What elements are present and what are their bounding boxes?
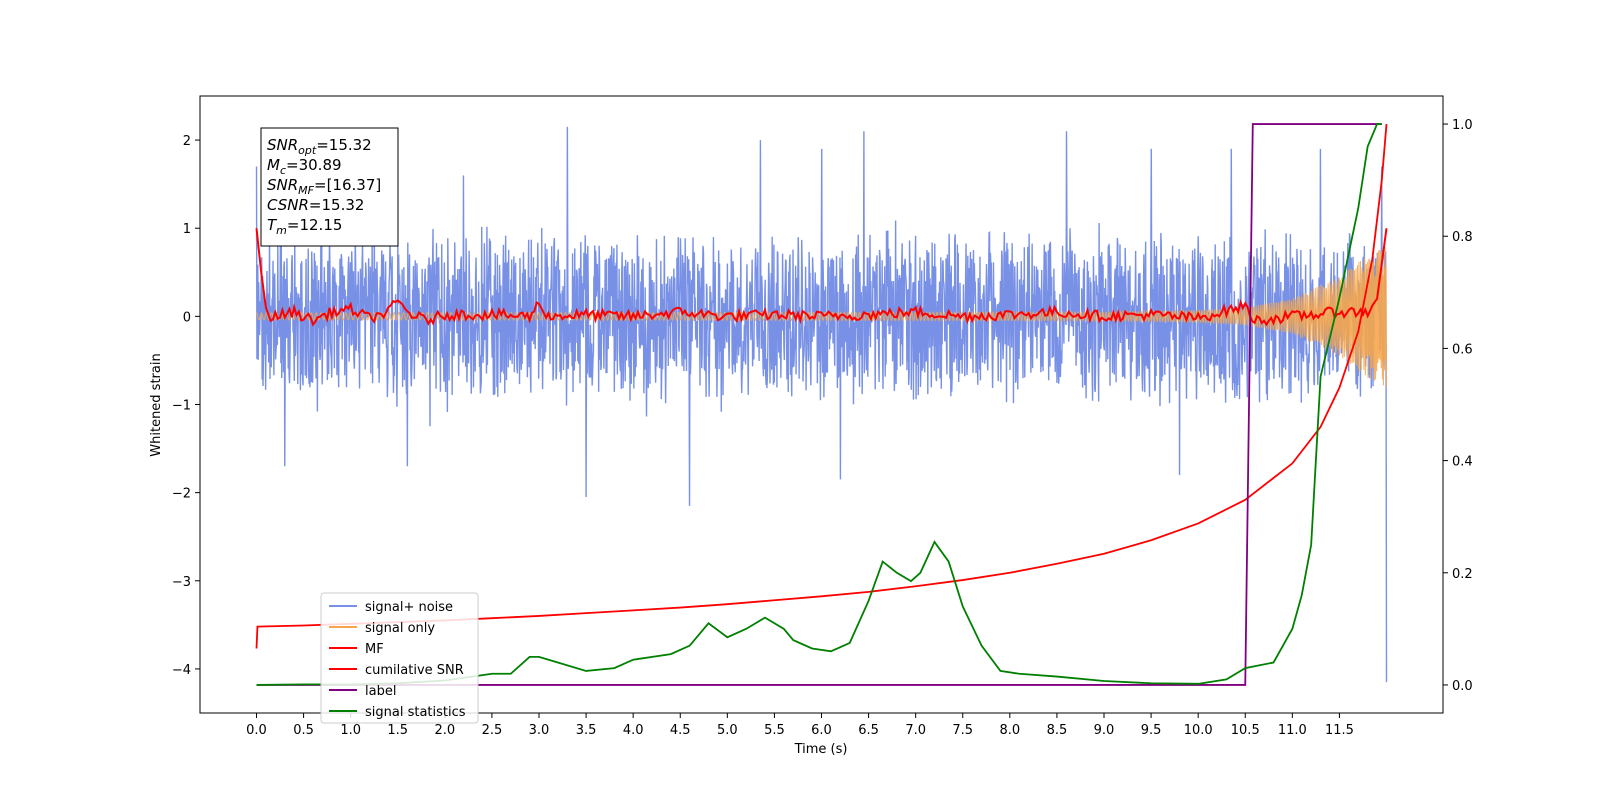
legend-label: label [365,684,396,699]
annotation-frame [260,127,399,247]
annotation-line: Tm=12.15 [267,216,342,237]
y-tick-label: −3 [172,575,191,590]
annotation-line: CSNR=15.32 [267,196,364,214]
x-tick-label: 6.5 [858,723,879,738]
y-right-tick-label: 0.4 [1452,455,1473,470]
x-tick-label: 7.5 [952,723,973,738]
y-axis-left: −4 −3 −2 −1 0 1 2 [172,134,200,678]
x-tick-label: 8.0 [999,723,1020,738]
series-signal-noise [255,126,1388,683]
y-right-tick-label: 0.8 [1452,230,1473,245]
annotation-line: SNRMF=[16.37] [267,176,381,197]
x-axis-label: Time (s) [794,742,848,757]
legend-label: signal+ noise [365,600,453,615]
y-right-tick-label: 0.6 [1452,342,1473,357]
x-tick-label: 11.0 [1278,723,1307,738]
y-right-tick-label: 0.0 [1452,679,1473,694]
x-tick-label: 1.5 [387,723,408,738]
x-tick-label: 2.0 [434,723,455,738]
y-tick-label: 0 [183,310,191,325]
x-tick-label: 4.5 [670,723,691,738]
x-tick-label: 10.0 [1184,723,1213,738]
series-mf [255,228,1388,327]
x-tick-label: 6.0 [811,723,832,738]
annotation-line: Mc=30.89 [267,156,342,177]
legend-label: cumilative SNR [365,663,464,678]
x-tick-label: 9.0 [1094,723,1115,738]
legend-frame [320,592,479,724]
x-tick-label: 9.5 [1141,723,1162,738]
x-tick-label: 0.5 [293,723,314,738]
annotation-line: SNRopt=15.32 [267,136,372,157]
x-tick-label: 2.5 [482,723,503,738]
x-tick-label: 4.0 [623,723,644,738]
x-tick-label: 5.5 [764,723,785,738]
series-signal-statistics [256,123,1382,686]
y-axis-label: Whitened strain [149,353,164,456]
y-axis-right: 0.0 0.2 0.4 0.6 0.8 1.0 [1443,118,1473,694]
legend-label: MF [365,642,384,657]
y-tick-label: −1 [172,399,191,414]
x-tick-label: 1.0 [340,723,361,738]
x-tick-label: 8.5 [1047,723,1068,738]
x-tick-label: 5.0 [717,723,738,738]
x-axis: 0.0 0.5 1.0 1.5 2.0 2.5 3.0 3.5 4.0 4.5 5.0 5.5 6.0 6… [246,713,1354,738]
x-tick-label: 7.0 [905,723,926,738]
legend-label: signal only [365,621,435,636]
y-right-tick-label: 1.0 [1452,118,1473,133]
x-tick-label: 0.0 [246,723,267,738]
y-tick-label: 1 [183,222,191,237]
y-right-tick-label: 0.2 [1452,567,1473,582]
series-label [256,123,1382,686]
x-tick-label: 3.5 [576,723,597,738]
y-tick-label: 2 [183,134,191,149]
annotation-box: SNRopt=15.32Mc=30.89SNRMF=[16.37]CSNR=15… [260,127,399,247]
x-tick-label: 3.0 [529,723,550,738]
legend-label: signal statistics [365,705,466,720]
x-tick-label: 10.5 [1231,723,1260,738]
y-tick-label: −2 [172,487,191,502]
x-tick-label: 11.5 [1325,723,1354,738]
legend: signal+ noise signal only MF cumilative SNR… [320,592,479,724]
y-tick-label: −4 [172,663,191,678]
